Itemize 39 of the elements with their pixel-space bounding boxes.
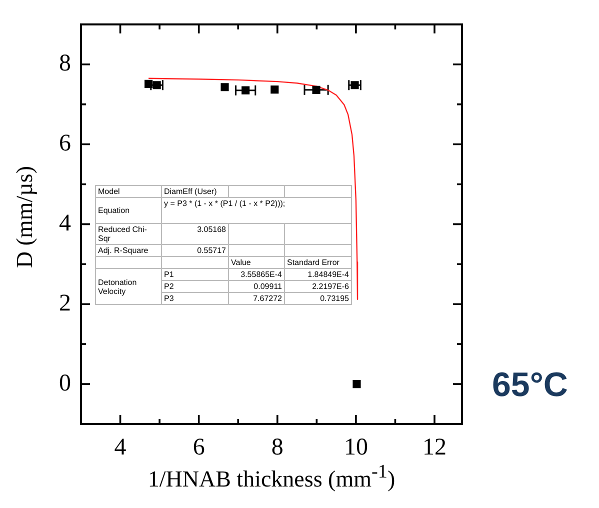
- annotation: 3.05168: [162, 224, 228, 244]
- annotation: Detonation Velocity: [96, 268, 162, 304]
- annotation: 3.55865E-4: [228, 268, 284, 280]
- annotation: Model: [96, 186, 162, 198]
- annotation: 2.2197E-6: [284, 280, 352, 292]
- y-tick-label: 2: [59, 290, 71, 316]
- annotation: 0.55717: [162, 244, 228, 256]
- annotation: DiamEff (User): [162, 186, 228, 198]
- x-tick-label: 6: [192, 434, 205, 461]
- annotation: Standard Error: [284, 256, 352, 268]
- point: [312, 86, 320, 94]
- y-tick-label: 4: [59, 210, 71, 236]
- point: [242, 86, 250, 94]
- annotation: y = P3 * (1 - x * (P1 / (1 - x * P2)));: [162, 198, 352, 224]
- point: [270, 86, 279, 94]
- point: [352, 380, 361, 388]
- point: [220, 83, 229, 92]
- point: [144, 80, 153, 88]
- annotation: 0.73195: [284, 292, 352, 304]
- x-tick-label: 10: [344, 434, 368, 461]
- text: 65°C: [492, 366, 568, 405]
- annotation: Value: [228, 256, 284, 268]
- annotation: Adj. R-Square: [96, 244, 162, 256]
- annotation: 0.09911: [228, 280, 284, 292]
- x-tick-label: 8: [271, 434, 284, 461]
- annotation: P3: [162, 292, 228, 304]
- y-axis-title: D (mm/µs): [12, 165, 38, 268]
- x-tick-label: 4: [114, 434, 126, 461]
- annotation: 1.84849E-4: [284, 268, 352, 280]
- x-axis-title: 1/HNAB thickness (mm$^{-1}$): [148, 462, 396, 492]
- y-tick-label: 8: [59, 50, 71, 77]
- x-tick-label: 12: [422, 434, 447, 461]
- y-tick-label: 6: [59, 130, 71, 157]
- annotation: 7.67272: [228, 292, 284, 304]
- annotation: Reduced Chi-Sqr: [96, 224, 162, 244]
- annotation: P1: [162, 268, 228, 280]
- y-tick-label: 0: [59, 370, 71, 396]
- annotation: P2: [162, 280, 228, 292]
- annotation: Equation: [96, 198, 162, 224]
